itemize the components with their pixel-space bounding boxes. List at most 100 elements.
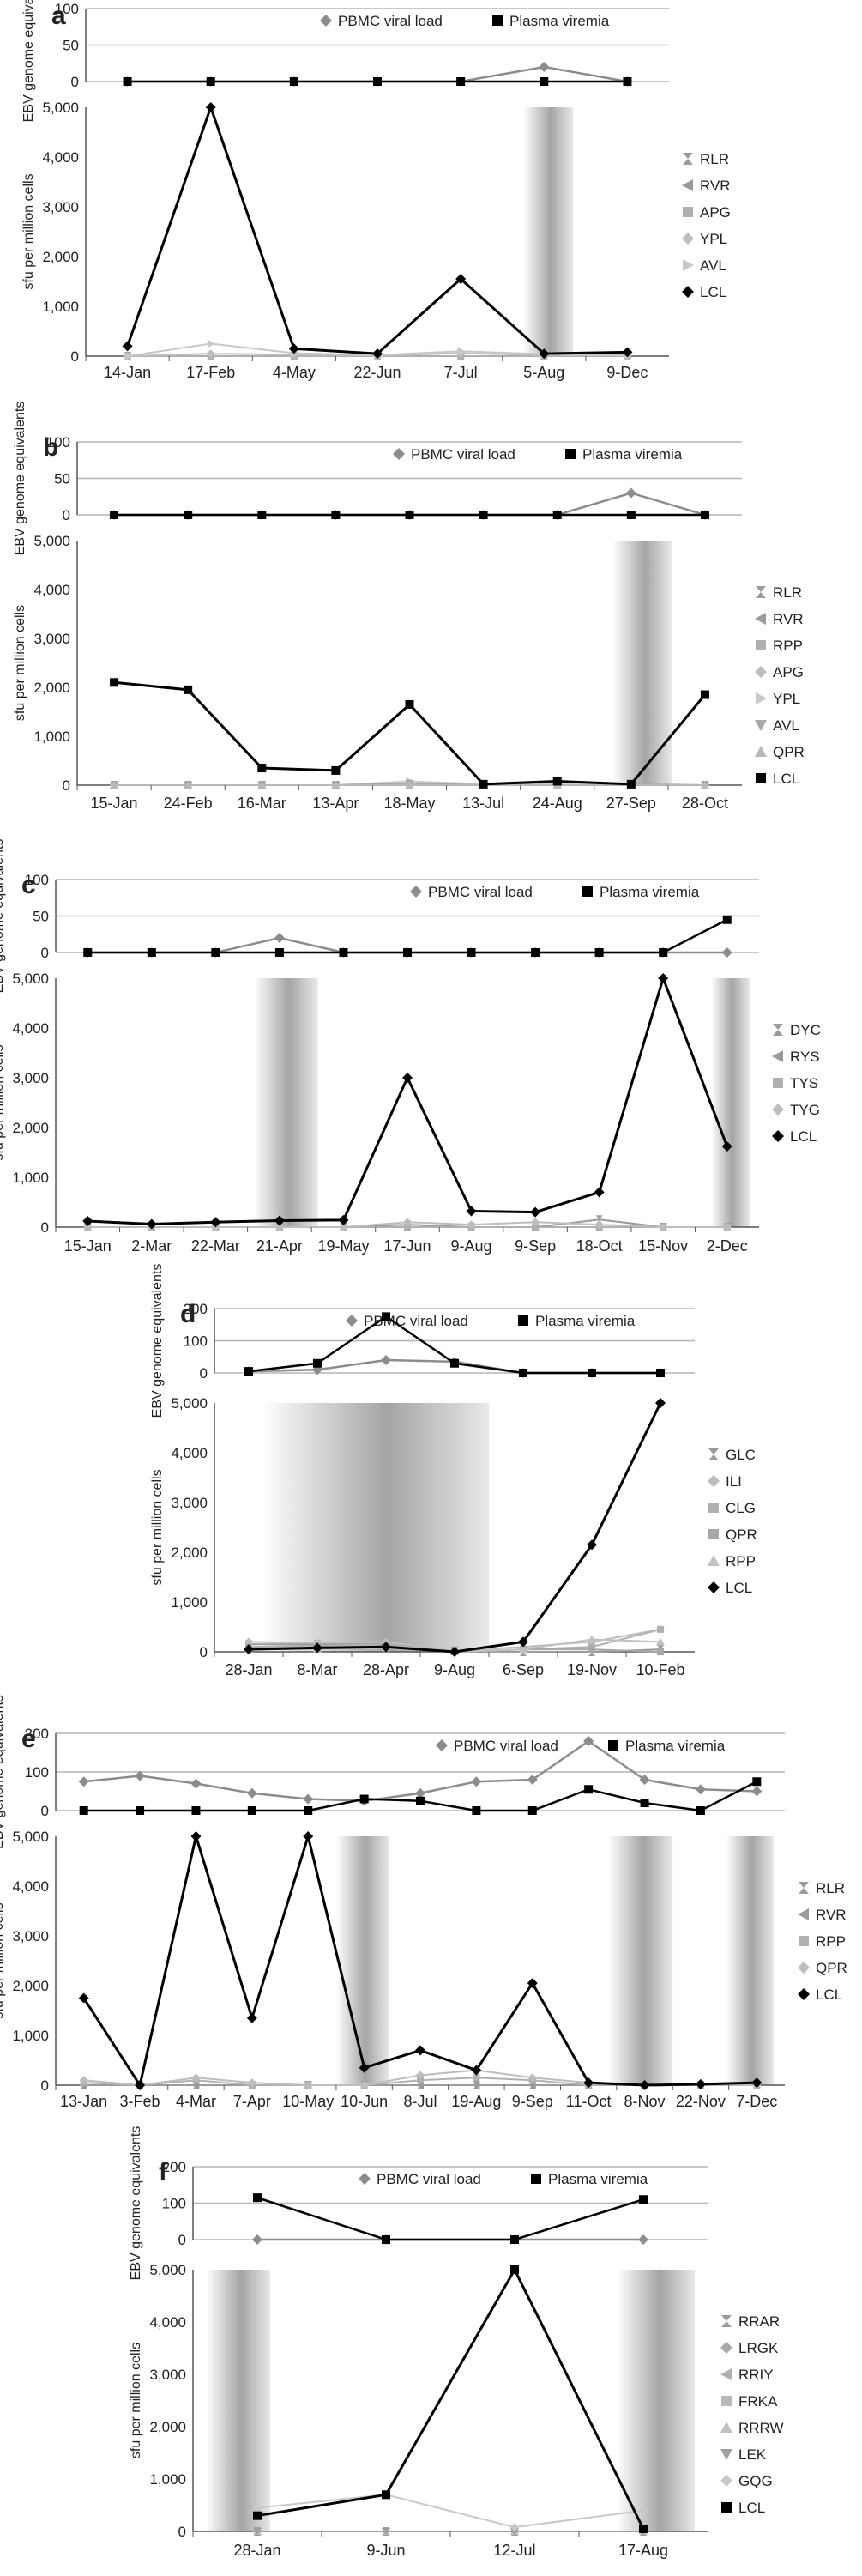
bottom-series-point xyxy=(246,2012,257,2023)
bottom-series-point xyxy=(184,781,193,789)
bottom-series-point xyxy=(382,2490,390,2500)
bottom-legend-label: TYG xyxy=(790,1102,820,1118)
bottom-series-point xyxy=(339,1223,348,1231)
bottom-legend-label: LCL xyxy=(700,284,726,300)
top-y-axis-label: EBV genome equivalents xyxy=(129,2126,143,2281)
top-series-point xyxy=(540,77,549,86)
bottom-y-tick-label: 2,000 xyxy=(12,1978,49,1994)
panel-label: b xyxy=(43,433,58,462)
bottom-series-point xyxy=(404,1224,411,1231)
x-tick-label: 11-Oct xyxy=(566,2093,612,2110)
bottom-series-point xyxy=(479,779,488,789)
bottom-legend-label: LCL xyxy=(738,2500,765,2516)
bottom-legend-label: RLR xyxy=(773,584,802,601)
top-series-point xyxy=(751,1786,763,1797)
top-series-point xyxy=(190,1778,202,1789)
bottom-legend-label: RPP xyxy=(726,1553,756,1569)
bottom-legend-label: TYS xyxy=(790,1075,818,1091)
bottom-y-tick-label: 1,000 xyxy=(12,2028,49,2044)
x-tick-label: 9-Jun xyxy=(366,2542,405,2559)
panel-e: e 0 100 200 EBV genome equivalents PBMC viral… xyxy=(0,1695,847,2110)
bottom-legend-label: YPL xyxy=(773,691,800,707)
x-tick-label: 8-Nov xyxy=(624,2093,666,2110)
bottom-series-point xyxy=(626,779,636,789)
shaded-period xyxy=(206,2270,270,2531)
top-series-point xyxy=(110,511,119,519)
bottom-legend-marker xyxy=(683,153,693,165)
x-tick-label: 9-Aug xyxy=(451,1237,492,1255)
bottom-series-point xyxy=(539,348,550,360)
bottom-series-point xyxy=(656,1637,665,1646)
top-series-point xyxy=(623,77,632,86)
top-y-tick-label: 50 xyxy=(63,38,79,54)
top-series-point xyxy=(211,948,220,957)
bottom-series-point xyxy=(530,1206,541,1218)
bottom-y-axis-label: sfu per million cells xyxy=(150,1469,165,1585)
bottom-y-tick-label: 0 xyxy=(200,1644,208,1660)
top-series-point xyxy=(639,1775,650,1785)
x-tick-label: 7-Jul xyxy=(444,364,478,381)
bottom-series-point xyxy=(257,781,267,789)
x-tick-label: 9-Sep xyxy=(515,1237,556,1255)
bottom-series-point xyxy=(587,1539,597,1551)
top-legend-label: Plasma viremia xyxy=(535,1313,636,1329)
x-tick-label: 6-Sep xyxy=(503,1661,544,1678)
top-series-point xyxy=(510,2235,519,2244)
bottom-series-point xyxy=(206,349,215,359)
top-series-point xyxy=(191,1806,201,1815)
bottom-series-point xyxy=(527,1978,538,1989)
top-series-point xyxy=(695,1784,706,1795)
top-y-tick-label: 0 xyxy=(178,2232,186,2248)
top-series-point xyxy=(700,511,709,519)
top-series-point xyxy=(625,487,636,499)
x-tick-label: 28-Jan xyxy=(233,2542,280,2559)
top-legend-marker xyxy=(436,1739,448,1751)
top-y-tick-label: 0 xyxy=(41,1803,49,1819)
panel-c: c 0 50 100 EBV genome equivalents PBMC viral … xyxy=(0,839,821,1255)
bottom-series-point xyxy=(594,1187,605,1198)
panel-label: f xyxy=(159,2158,168,2186)
top-series-point xyxy=(304,1806,313,1815)
x-tick-label: 10-Feb xyxy=(636,1661,684,1678)
top-series-point xyxy=(479,511,488,519)
top-series-point xyxy=(382,2235,390,2244)
x-tick-label: 28-Apr xyxy=(363,1661,409,1678)
bottom-y-tick-label: 2,000 xyxy=(12,1120,49,1136)
top-series-point xyxy=(722,915,732,924)
bottom-series-line xyxy=(87,974,729,1226)
bottom-legend-label: ILI xyxy=(726,1473,742,1490)
top-series-point xyxy=(456,77,466,86)
x-tick-label: 2-Dec xyxy=(707,1237,748,1255)
top-series-point xyxy=(471,1776,482,1787)
top-y-axis-label: EBV genome equivalents xyxy=(13,402,27,556)
bottom-series-point xyxy=(382,2528,390,2536)
panel-label: d xyxy=(180,1300,196,1328)
bottom-series-point xyxy=(639,2524,648,2533)
bottom-series-point xyxy=(359,2081,369,2089)
bottom-series-point xyxy=(184,685,193,694)
x-tick-label: 4-May xyxy=(273,364,316,381)
bottom-legend-label: QPR xyxy=(726,1527,757,1543)
top-legend-label: Plasma viremia xyxy=(600,884,700,900)
top-series-point xyxy=(244,1367,253,1376)
bottom-y-tick-label: 1,000 xyxy=(33,729,70,745)
bottom-legend-label: RRIY xyxy=(738,2367,774,2383)
bottom-series-point xyxy=(695,2078,706,2089)
bottom-y-tick-label: 1,000 xyxy=(12,1170,49,1186)
bottom-y-tick-label: 2,000 xyxy=(171,1545,208,1561)
bottom-legend-label: RVR xyxy=(816,1907,847,1923)
bottom-series-point xyxy=(416,2071,425,2080)
top-series-point xyxy=(274,948,284,957)
bottom-y-tick-label: 1,000 xyxy=(42,299,79,315)
x-tick-label: 2-Mar xyxy=(131,1237,172,1255)
bottom-series-point xyxy=(595,1215,603,1225)
bottom-legend-label: RRRW xyxy=(738,2420,784,2436)
top-series-point xyxy=(656,1369,665,1377)
top-series-point xyxy=(339,948,348,957)
x-tick-label: 28-Jan xyxy=(225,1661,272,1678)
top-series-point xyxy=(359,1794,369,1804)
bottom-legend-marker xyxy=(683,207,693,217)
